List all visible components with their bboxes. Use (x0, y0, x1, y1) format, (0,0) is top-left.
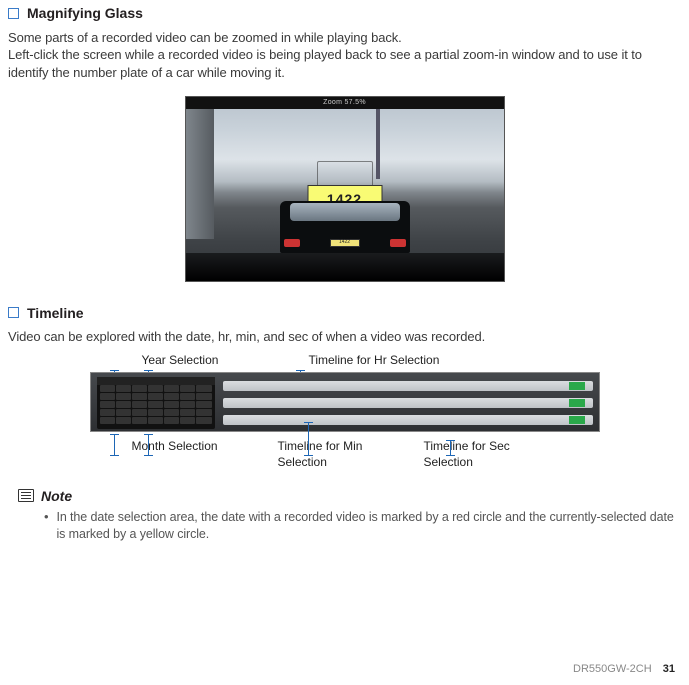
bullet-dot-icon: • (44, 509, 48, 543)
section-title: Magnifying Glass (27, 4, 143, 23)
note-bullet: • In the date selection area, the date w… (44, 509, 681, 543)
license-plate-small: 1422 (330, 239, 360, 247)
lead-line (308, 422, 309, 456)
timeline-diagram: Year Selection Timeline for Hr Selection (8, 352, 681, 471)
label-sec: Timeline for Sec Selection (424, 438, 544, 470)
bottom-labels-row: Month Selection Timeline for Min Selecti… (132, 438, 600, 470)
page-footer: DR550GW-2CH 31 (573, 662, 675, 677)
top-labels-row: Year Selection Timeline for Hr Selection (142, 352, 600, 368)
section-title: Timeline (27, 304, 84, 323)
label-year: Year Selection (142, 352, 219, 368)
label-min: Timeline for Min Selection (278, 438, 378, 470)
body-text: Some parts of a recorded video can be zo… (8, 29, 681, 47)
video-screenshot: Zoom 57.5% 1422 1422 (185, 96, 505, 282)
section-header-magnifying: Magnifying Glass (8, 4, 681, 23)
timeline-bar-hr (223, 381, 593, 391)
timeline-bar-sec (223, 415, 593, 425)
body-text: Video can be explored with the date, hr,… (8, 328, 681, 346)
zoom-titlebar: Zoom 57.5% (186, 97, 504, 109)
lead-line (148, 434, 149, 456)
lead-line (114, 434, 115, 456)
square-bullet-icon (8, 307, 19, 318)
car-rear: 1422 (280, 201, 410, 253)
note-text: In the date selection area, the date wit… (56, 509, 681, 543)
section-header-timeline: Timeline (8, 304, 681, 323)
note-title: Note (41, 487, 72, 506)
body-text: Left-click the screen while a recorded v… (8, 46, 681, 81)
footer-model: DR550GW-2CH (573, 663, 652, 675)
calendar-grid (97, 377, 215, 429)
timeline-panel (90, 372, 600, 432)
pole-shape (376, 109, 380, 179)
footer-page: 31 (663, 663, 675, 675)
note-icon (18, 489, 34, 502)
dashboard-shape (186, 253, 504, 281)
note-header: Note (18, 487, 681, 506)
timeline-bar-min (223, 398, 593, 408)
screenshot-container: Zoom 57.5% 1422 1422 (8, 96, 681, 282)
square-bullet-icon (8, 8, 19, 19)
building-shape (186, 109, 214, 239)
label-hr: Timeline for Hr Selection (308, 352, 439, 368)
lead-line (450, 440, 451, 456)
